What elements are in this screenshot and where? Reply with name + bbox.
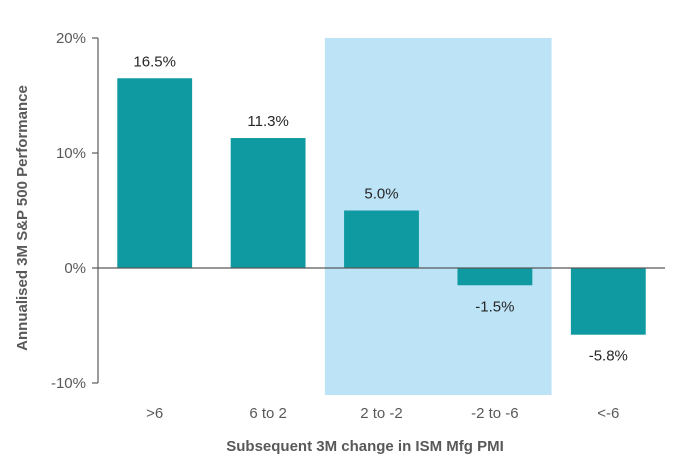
y-ticks-group: 20% 10% 0% -10% — [51, 30, 98, 392]
bar-1 — [230, 138, 306, 268]
x-tick-label: 2 to -2 — [360, 405, 403, 422]
data-label: 11.3% — [247, 113, 288, 130]
x-tick-label: <-6 — [597, 405, 619, 422]
data-label: -1.5% — [475, 298, 514, 315]
x-tick-label: -2 to -6 — [471, 405, 519, 422]
y-tick-label: 0% — [64, 260, 86, 277]
y-axis-title: Annualised 3M S&P 500 Performance — [14, 85, 31, 351]
y-tick-label: 20% — [56, 30, 86, 47]
data-label: 16.5% — [133, 53, 176, 70]
x-tick-label: >6 — [146, 405, 163, 422]
data-label: -5.8% — [589, 348, 628, 365]
y-tick-label: 10% — [56, 145, 86, 162]
data-label: 5.0% — [364, 186, 398, 203]
y-tick-label: -10% — [51, 375, 86, 392]
bar-0 — [117, 78, 193, 268]
bars-group — [117, 78, 646, 335]
x-tick-label: 6 to 2 — [249, 405, 287, 422]
x-axis-title: Subsequent 3M change in ISM Mfg PMI — [226, 438, 504, 455]
bar-3 — [457, 268, 533, 286]
data-labels-group: 16.5% 11.3% 5.0% -1.5% -5.8% — [133, 53, 627, 364]
bar-4 — [570, 268, 646, 335]
bar-2 — [344, 210, 419, 268]
x-ticks-group: >6 6 to 2 2 to -2 -2 to -6 <-6 — [146, 405, 619, 422]
